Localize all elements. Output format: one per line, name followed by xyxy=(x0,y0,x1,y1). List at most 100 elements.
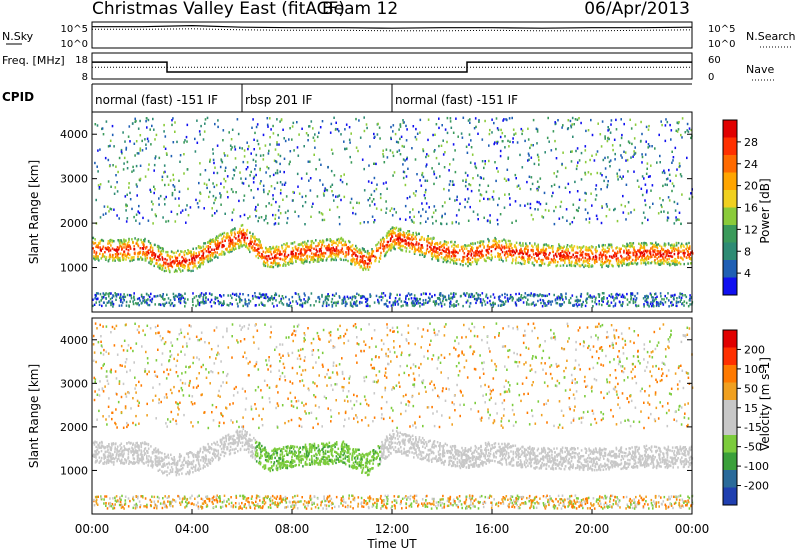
range-cell xyxy=(367,258,369,261)
range-cell xyxy=(213,248,215,251)
range-cell xyxy=(449,120,452,123)
range-cell xyxy=(270,128,272,131)
range-cell xyxy=(215,235,218,238)
range-cell xyxy=(302,245,304,248)
range-cell xyxy=(266,255,268,258)
range-cell xyxy=(686,246,689,249)
range-cell xyxy=(540,258,543,262)
range-cell xyxy=(460,132,463,135)
range-cell xyxy=(363,129,366,133)
range-cell xyxy=(629,118,631,121)
range-cell xyxy=(527,254,529,258)
range-cell xyxy=(464,294,467,297)
range-cell xyxy=(482,242,484,245)
range-cell xyxy=(351,304,353,308)
range-cell xyxy=(205,250,208,253)
range-cell xyxy=(141,139,143,143)
range-cell xyxy=(471,256,474,260)
range-cell xyxy=(424,252,427,256)
range-cell xyxy=(231,231,233,235)
range-cell xyxy=(300,261,303,264)
range-cell xyxy=(559,296,561,299)
range-cell xyxy=(108,257,111,260)
range-cell xyxy=(147,252,150,255)
range-cell xyxy=(164,298,166,301)
range-cell xyxy=(659,259,661,262)
range-cell xyxy=(404,242,407,245)
range-cell xyxy=(450,251,453,254)
range-cell xyxy=(666,252,668,256)
range-cell xyxy=(660,259,662,262)
range-cell xyxy=(313,247,315,250)
range-cell xyxy=(675,248,678,252)
range-cell xyxy=(450,258,453,261)
range-cell xyxy=(409,237,412,241)
range-cell xyxy=(146,126,148,129)
range-cell xyxy=(529,188,532,191)
range-cell xyxy=(476,241,479,244)
range-cell xyxy=(440,252,443,255)
range-cell xyxy=(132,300,134,303)
range-cell xyxy=(527,138,530,141)
range-cell xyxy=(403,239,405,243)
range-cell xyxy=(663,169,665,172)
range-cell xyxy=(325,303,328,306)
range-cell xyxy=(209,254,212,258)
range-cell xyxy=(108,210,110,213)
range-cell xyxy=(462,245,464,248)
range-cell xyxy=(198,261,200,264)
range-cell xyxy=(486,296,489,300)
range-cell xyxy=(163,269,166,273)
range-cell xyxy=(524,139,526,143)
range-cell xyxy=(272,298,274,301)
range-cell xyxy=(560,293,563,297)
range-cell xyxy=(555,301,558,305)
range-cell xyxy=(584,173,587,176)
range-cell xyxy=(452,131,455,134)
range-cell xyxy=(136,297,139,301)
range-cell xyxy=(343,195,346,199)
range-cell xyxy=(177,249,179,253)
range-cell xyxy=(167,183,170,186)
range-cell xyxy=(616,262,619,265)
range-cell xyxy=(562,259,564,262)
range-cell xyxy=(93,257,95,260)
range-cell xyxy=(539,260,542,263)
range-cell xyxy=(587,129,590,132)
range-cell xyxy=(529,202,532,206)
range-cell xyxy=(640,251,643,254)
range-cell xyxy=(479,199,481,203)
range-cell xyxy=(563,253,565,256)
range-cell xyxy=(257,296,259,299)
range-cell xyxy=(270,248,272,251)
range-cell xyxy=(620,260,622,264)
range-cell xyxy=(174,130,176,133)
range-cell xyxy=(454,249,456,252)
range-cell xyxy=(521,257,523,261)
range-cell xyxy=(548,263,551,266)
range-cell xyxy=(620,295,623,298)
range-cell xyxy=(241,223,244,227)
range-cell xyxy=(247,147,249,151)
range-cell xyxy=(94,293,97,297)
range-cell xyxy=(325,247,327,250)
range-cell xyxy=(528,256,530,259)
range-cell xyxy=(322,300,325,304)
range-cell xyxy=(622,262,625,265)
range-cell xyxy=(525,252,528,256)
range-cell xyxy=(303,292,306,295)
range-cell xyxy=(652,249,654,252)
range-cell xyxy=(153,264,155,268)
range-cell xyxy=(488,247,490,251)
range-cell xyxy=(226,175,229,178)
range-cell xyxy=(593,159,596,162)
range-cell xyxy=(157,255,159,258)
range-cell xyxy=(270,265,273,268)
range-cell xyxy=(465,145,468,148)
range-cell xyxy=(497,252,499,255)
range-cell xyxy=(226,303,229,307)
range-cell xyxy=(470,254,472,257)
range-cell xyxy=(573,245,576,248)
range-cell xyxy=(492,198,495,201)
range-cell xyxy=(297,154,300,157)
